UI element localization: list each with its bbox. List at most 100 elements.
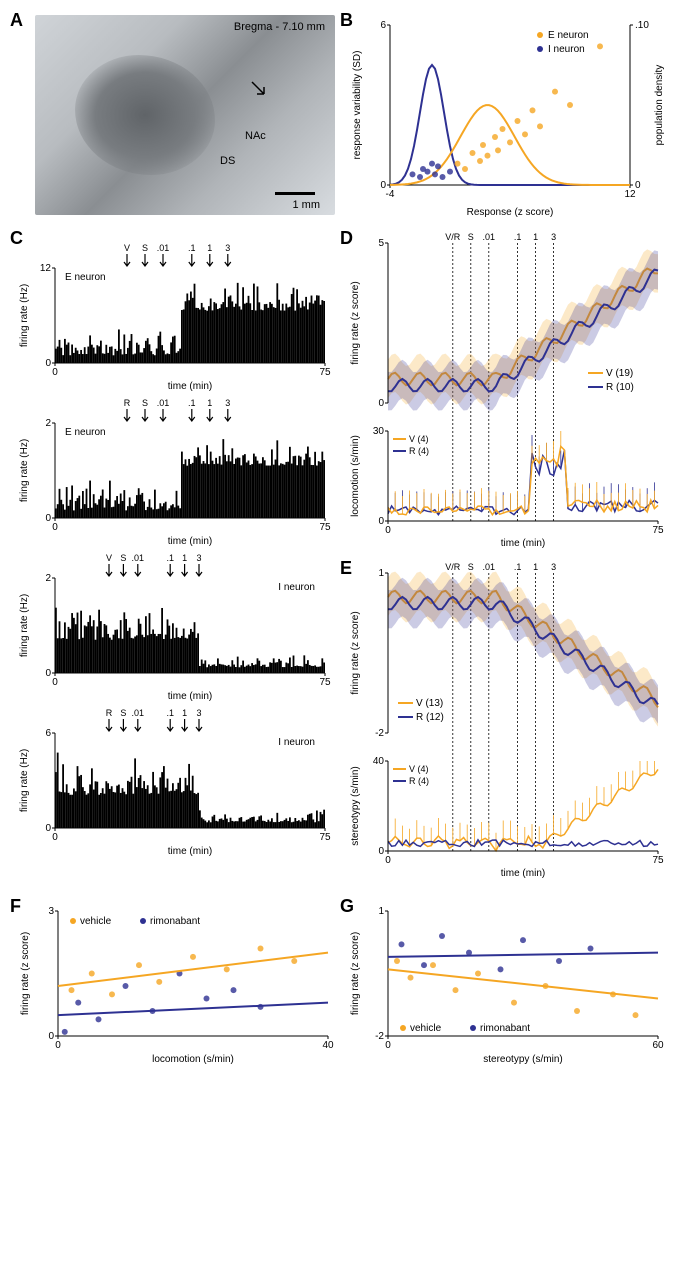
svg-text:.01: .01	[157, 243, 170, 253]
svg-text:2: 2	[45, 418, 51, 429]
svg-text:R: R	[106, 708, 113, 718]
svg-text:response variability (SD): response variability (SD)	[352, 51, 363, 160]
svg-text:locomotion (s/min): locomotion (s/min)	[152, 1054, 234, 1065]
svg-text:75: 75	[652, 525, 664, 536]
svg-text:stereotypy (s/min): stereotypy (s/min)	[483, 1054, 562, 1065]
svg-text:60: 60	[652, 1040, 664, 1051]
svg-text:V/R: V/R	[445, 232, 461, 242]
arrow-icon	[250, 80, 270, 100]
panel-e-chart: V/RS.01.113-21firing rate (z score)V (13…	[340, 558, 670, 888]
svg-text:locomotion (s/min): locomotion (s/min)	[350, 435, 361, 517]
svg-text:.10: .10	[635, 20, 649, 31]
svg-text:.01: .01	[157, 398, 170, 408]
svg-text:rimonabant: rimonabant	[480, 1023, 530, 1034]
figure-container: A Bregma - 7.10 mm NAc DS 1 mm B 060.10-…	[10, 10, 672, 1066]
svg-text:-2: -2	[375, 728, 384, 739]
svg-text:75: 75	[319, 522, 331, 533]
svg-text:R (4): R (4)	[409, 446, 429, 456]
panel-f-chart: 03040vehiclerimonabantfiring rate (z sco…	[10, 896, 340, 1066]
svg-text:population density: population density	[654, 65, 665, 146]
svg-text:0: 0	[378, 846, 384, 857]
svg-text:0: 0	[45, 358, 51, 369]
svg-text:.01: .01	[483, 562, 496, 572]
svg-text:6: 6	[45, 728, 51, 739]
svg-text:75: 75	[319, 367, 331, 378]
svg-text:1: 1	[207, 398, 212, 408]
panel-a: A Bregma - 7.10 mm NAc DS 1 mm	[10, 10, 340, 220]
svg-text:firing rate (z score): firing rate (z score)	[350, 281, 361, 364]
svg-text:3: 3	[196, 708, 201, 718]
svg-text:12: 12	[40, 263, 52, 274]
svg-text:firing rate (Hz): firing rate (Hz)	[19, 749, 30, 812]
svg-text:3: 3	[225, 243, 230, 253]
svg-text:V (4): V (4)	[409, 434, 429, 444]
bregma-text: Bregma - 7.10 mm	[234, 21, 325, 33]
svg-text:S: S	[120, 708, 126, 718]
row-2: C 012075VS.01.113E neuronfiring rate (Hz…	[10, 228, 672, 888]
svg-text:R (4): R (4)	[409, 776, 429, 786]
svg-text:.01: .01	[483, 232, 496, 242]
svg-text:0: 0	[45, 823, 51, 834]
panel-c-label: C	[10, 228, 23, 249]
svg-text:0: 0	[635, 180, 641, 191]
svg-text:time (min): time (min)	[168, 381, 212, 392]
svg-text:3: 3	[225, 398, 230, 408]
svg-text:S: S	[142, 398, 148, 408]
svg-text:R: R	[124, 398, 131, 408]
svg-text:0: 0	[378, 516, 384, 527]
nac-label: NAc	[245, 130, 266, 142]
svg-text:-4: -4	[386, 189, 395, 200]
panel-b-label: B	[340, 10, 353, 31]
svg-text:V: V	[106, 553, 112, 563]
svg-text:0: 0	[385, 1040, 391, 1051]
svg-text:0: 0	[52, 367, 58, 378]
svg-text:S: S	[120, 553, 126, 563]
scale-bar	[275, 192, 315, 195]
svg-text:1: 1	[182, 553, 187, 563]
panel-c: C 012075VS.01.113E neuronfiring rate (Hz…	[10, 228, 340, 888]
svg-text:.1: .1	[514, 232, 522, 242]
panel-de: D V/R S .01 .1 1 3 0 5 firing rate (z score) V (1…	[340, 228, 670, 888]
svg-text:.1: .1	[188, 398, 196, 408]
svg-text:0: 0	[48, 1031, 54, 1042]
svg-text:V (13): V (13)	[416, 698, 443, 709]
svg-text:vehicle: vehicle	[410, 1023, 442, 1034]
svg-text:firing rate (Hz): firing rate (Hz)	[19, 594, 30, 657]
panel-f-label: F	[10, 896, 21, 917]
svg-text:V (4): V (4)	[409, 764, 429, 774]
svg-text:2: 2	[45, 573, 51, 584]
svg-text:time (min): time (min)	[168, 691, 212, 702]
svg-text:rimonabant: rimonabant	[150, 916, 200, 927]
svg-text:1: 1	[182, 708, 187, 718]
svg-text:0: 0	[385, 855, 391, 866]
panel-d-label: D	[340, 228, 353, 249]
svg-text:6: 6	[380, 20, 386, 31]
svg-text:3: 3	[551, 562, 556, 572]
svg-text:1: 1	[378, 568, 384, 579]
micrograph-image: Bregma - 7.10 mm NAc DS 1 mm	[35, 15, 335, 215]
svg-text:75: 75	[652, 855, 664, 866]
svg-text:S: S	[468, 232, 474, 242]
svg-text:E neuron: E neuron	[548, 30, 589, 41]
svg-text:40: 40	[322, 1040, 334, 1051]
svg-text:time (min): time (min)	[501, 868, 545, 879]
svg-text:time (min): time (min)	[501, 538, 545, 548]
svg-text:.1: .1	[166, 708, 174, 718]
svg-text:75: 75	[319, 677, 331, 688]
svg-text:0: 0	[378, 398, 384, 409]
panel-a-label: A	[10, 10, 23, 31]
svg-text:vehicle: vehicle	[80, 916, 112, 927]
panel-f: F 03040vehiclerimonabantfiring rate (z s…	[10, 896, 340, 1066]
svg-text:S: S	[468, 562, 474, 572]
panel-b-chart: 060.10-412E neuronI neuronresponse varia…	[340, 10, 670, 220]
panel-b: B 060.10-412E neuronI neuronresponse var…	[340, 10, 670, 220]
scale-text: 1 mm	[293, 199, 321, 211]
svg-text:R (12): R (12)	[416, 712, 444, 723]
svg-text:firing rate (Hz): firing rate (Hz)	[19, 284, 30, 347]
panel-g-label: G	[340, 896, 354, 917]
svg-text:5: 5	[378, 238, 384, 249]
svg-text:R (10): R (10)	[606, 382, 634, 393]
svg-text:1: 1	[533, 232, 538, 242]
svg-text:40: 40	[373, 756, 385, 767]
svg-text:1: 1	[378, 906, 384, 917]
